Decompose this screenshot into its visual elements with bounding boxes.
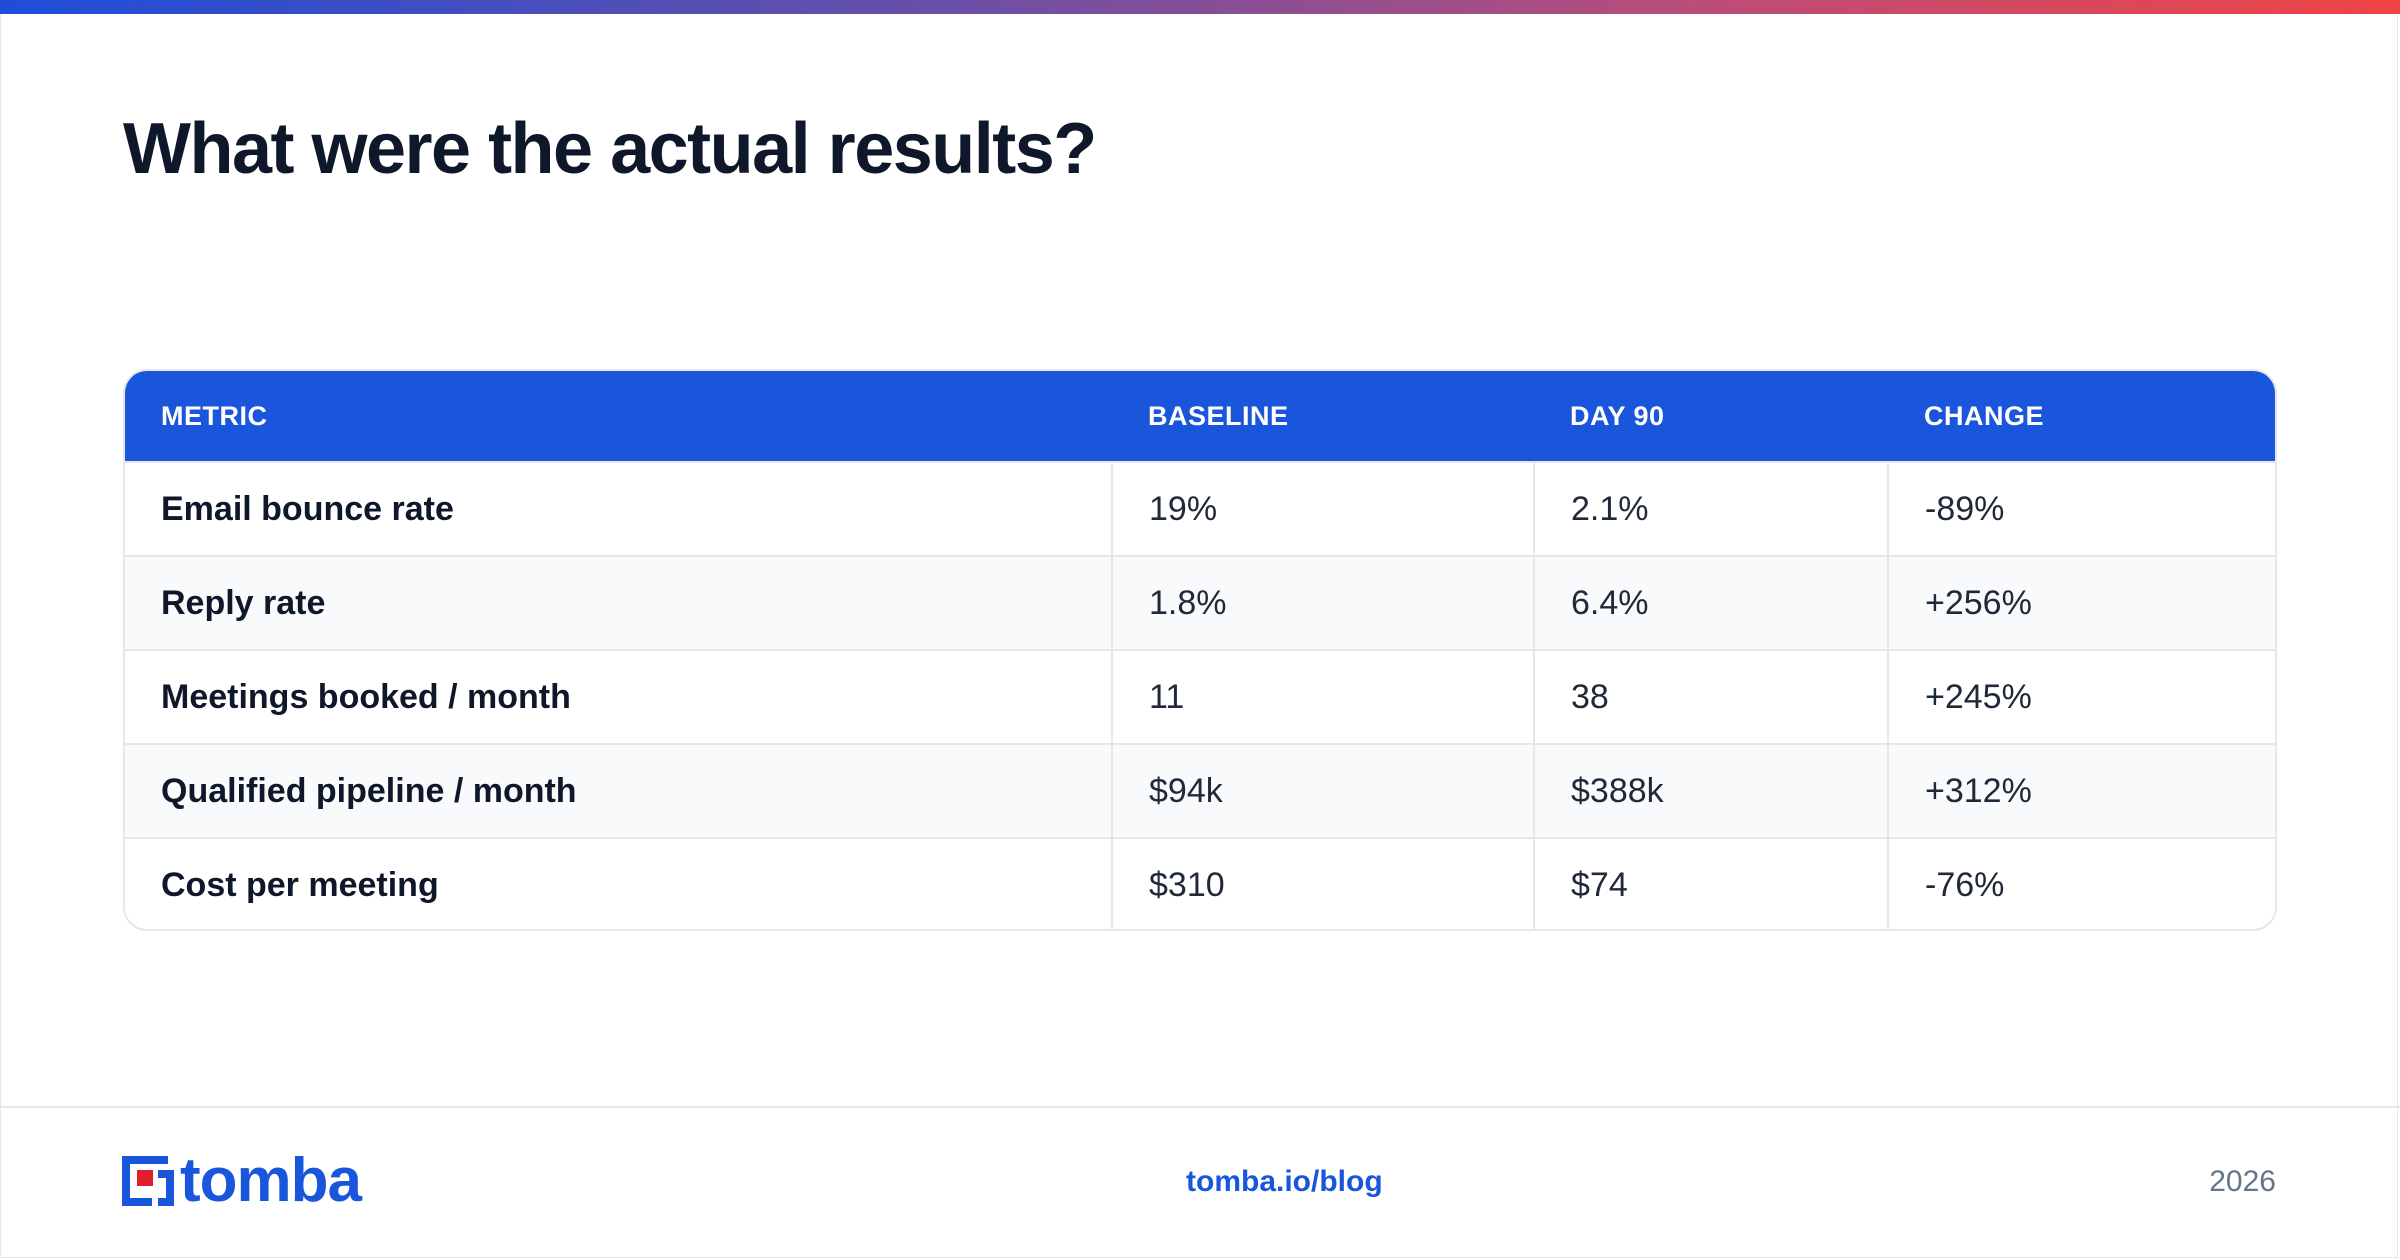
- baseline-cell: 1.8%: [1111, 555, 1534, 650]
- tomba-logo-icon: [122, 1156, 174, 1206]
- metric-cell: Qualified pipeline / month: [125, 743, 1112, 838]
- table-row: Qualified pipeline / month $94k $388k +3…: [125, 743, 2275, 838]
- day90-cell: 38: [1533, 649, 1888, 744]
- day90-cell: 6.4%: [1533, 555, 1888, 650]
- top-gradient-bar: [0, 0, 2400, 14]
- footer-divider: [0, 1106, 2400, 1108]
- change-cell: +256%: [1887, 555, 2275, 650]
- change-cell: -89%: [1887, 461, 2275, 556]
- table-row: Reply rate 1.8% 6.4% +256%: [125, 555, 2275, 650]
- day90-cell: 2.1%: [1533, 461, 1888, 556]
- header-change: CHANGE: [1924, 400, 2045, 431]
- table-header-row: METRIC BASELINE DAY 90 CHANGE: [125, 371, 2275, 462]
- header-metric: METRIC: [161, 400, 268, 431]
- results-table: METRIC BASELINE DAY 90 CHANGE Email boun…: [123, 369, 2277, 931]
- header-baseline: BASELINE: [1148, 400, 1289, 431]
- metric-cell: Meetings booked / month: [125, 649, 1112, 744]
- day90-cell: $388k: [1533, 743, 1888, 838]
- baseline-cell: $94k: [1111, 743, 1534, 838]
- page-title: What were the actual results?: [123, 109, 1097, 189]
- metric-cell: Email bounce rate: [125, 461, 1112, 556]
- tomba-logo[interactable]: tomba: [122, 1146, 362, 1215]
- metric-cell: Cost per meeting: [125, 837, 1112, 929]
- logo-wordmark: tomba: [180, 1146, 362, 1215]
- blog-link[interactable]: tomba.io/blog: [1186, 1165, 1383, 1198]
- table-row: Email bounce rate 19% 2.1% -89%: [125, 461, 2275, 556]
- baseline-cell: 11: [1111, 649, 1534, 744]
- baseline-cell: 19%: [1111, 461, 1534, 556]
- day90-cell: $74: [1533, 837, 1888, 929]
- change-cell: +312%: [1887, 743, 2275, 838]
- table-row: Meetings booked / month 11 38 +245%: [125, 649, 2275, 744]
- change-cell: +245%: [1887, 649, 2275, 744]
- header-day90: DAY 90: [1570, 400, 1665, 431]
- table-row: Cost per meeting $310 $74 -76%: [125, 837, 2275, 929]
- footer-year: 2026: [2209, 1165, 2276, 1198]
- change-cell: -76%: [1887, 837, 2275, 929]
- baseline-cell: $310: [1111, 837, 1534, 929]
- metric-cell: Reply rate: [125, 555, 1112, 650]
